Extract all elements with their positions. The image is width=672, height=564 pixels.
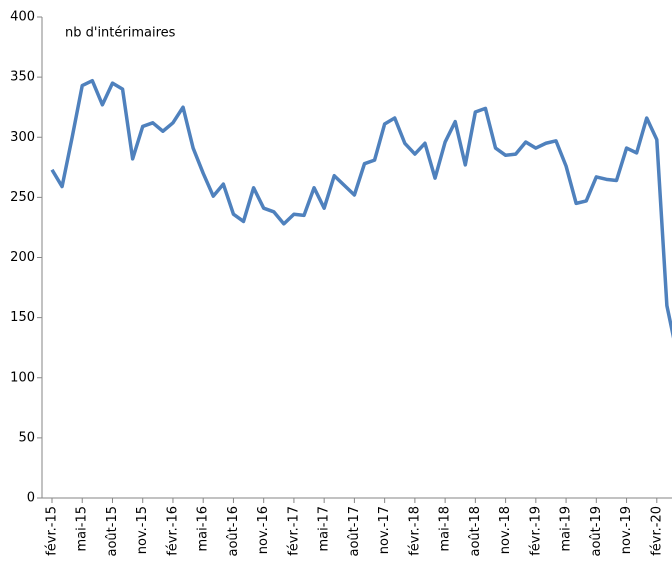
- x-tick-label: nov.-19: [619, 506, 634, 554]
- x-tick-label: nov.-15: [135, 506, 150, 554]
- x-tick-label: nov.-16: [256, 506, 271, 554]
- x-tick-label: mai-19: [559, 506, 574, 551]
- x-tick-label: août-17: [347, 506, 362, 557]
- x-tick-label: mai-15: [75, 506, 90, 551]
- y-tick-label: 200: [10, 250, 35, 265]
- x-tick-label: mai-16: [196, 506, 211, 551]
- y-tick-label: 250: [10, 190, 35, 205]
- x-tick-label: août-18: [468, 506, 483, 557]
- y-tick-label: 400: [10, 10, 35, 25]
- x-tick-label: févr.-18: [407, 506, 422, 556]
- y-tick-label: 50: [18, 430, 35, 445]
- x-tick-label: févr.-15: [45, 506, 60, 556]
- x-tick-label: mai-18: [438, 506, 453, 551]
- line-series: [50, 78, 672, 339]
- x-tick-label: août-19: [589, 506, 604, 557]
- y-tick-label: 0: [27, 491, 35, 506]
- x-tick-label: mai-17: [317, 506, 332, 551]
- x-tick-label: févr.-19: [528, 506, 543, 556]
- x-tick-label: nov.-17: [377, 506, 392, 554]
- x-tick-label: août-15: [105, 506, 120, 557]
- x-tick-label: nov.-18: [498, 506, 513, 554]
- y-tick-label: 300: [10, 130, 35, 145]
- x-tick-label: févr.-17: [286, 506, 301, 556]
- x-tick-label: août-16: [226, 506, 241, 557]
- y-tick-label: 350: [10, 70, 35, 85]
- annotation: nb d'intérimaires: [65, 26, 176, 41]
- x-tick-label: févr.-16: [165, 506, 180, 556]
- x-tick-label: févr.-20: [649, 506, 664, 556]
- y-tick-label: 150: [10, 310, 35, 325]
- y-tick-label: 100: [10, 370, 35, 385]
